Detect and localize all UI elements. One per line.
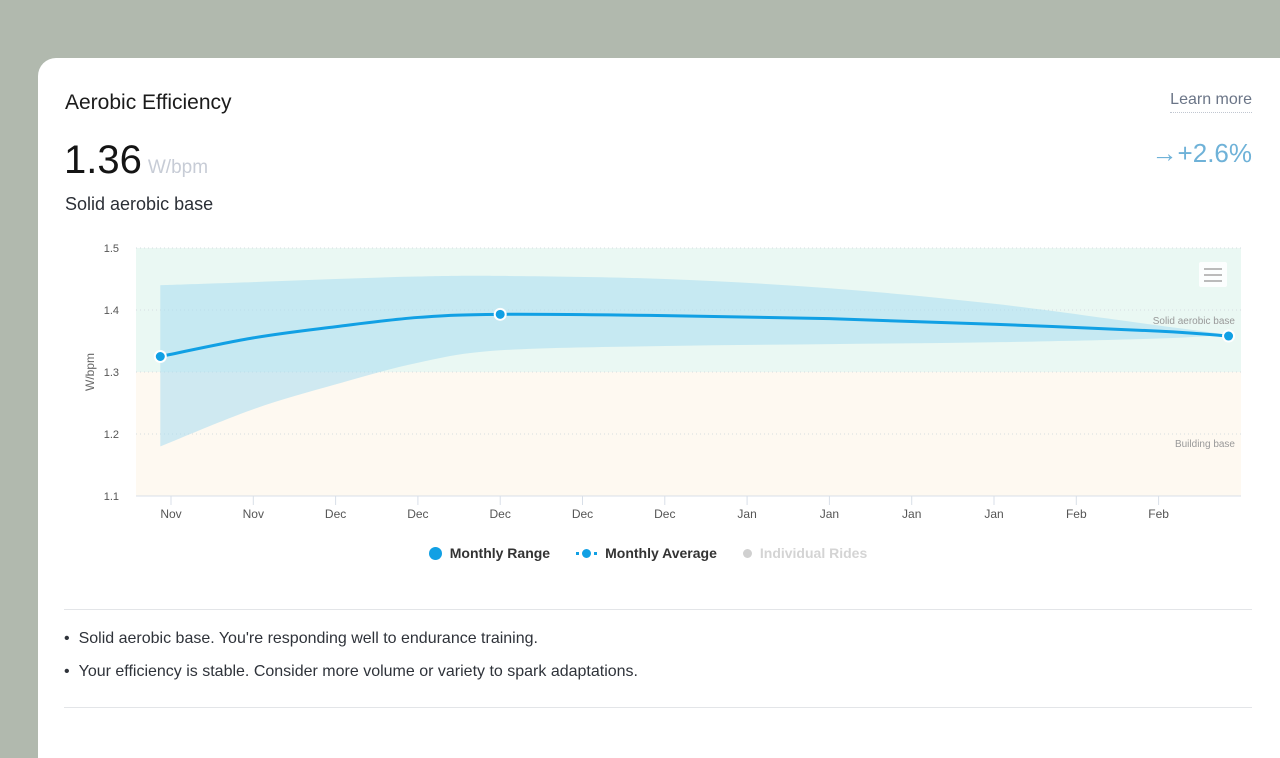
arrow-right-icon: → <box>1151 138 1178 168</box>
y-tick-label: 1.3 <box>104 367 119 379</box>
x-tick-label: Nov <box>160 507 181 521</box>
y-tick-label: 1.4 <box>104 305 119 317</box>
efficiency-chart: Solid aerobic base Building base 1.1 1.2 1.3… <box>83 243 1241 521</box>
y-tick-label: 1.1 <box>104 491 119 503</box>
chart-legend: Monthly Range Monthly Average Individual… <box>38 545 1258 561</box>
metric-value: 1.36 W/bpm <box>64 138 208 183</box>
change-indicator: →+2.6% <box>1152 138 1252 169</box>
x-tick-label: Feb <box>1066 507 1087 521</box>
insights-list: Solid aerobic base. You're responding we… <box>64 630 638 696</box>
x-tick-label: Dec <box>654 507 675 521</box>
divider <box>64 707 1252 708</box>
y-axis-label: W/bpm <box>83 353 97 391</box>
x-tick-label: Dec <box>490 507 511 521</box>
monthly-range-band <box>160 275 1229 447</box>
x-tick-label: Dec <box>325 507 346 521</box>
x-tick-label: Jan <box>984 507 1003 521</box>
metric-number: 1.36 <box>64 138 142 182</box>
aerobic-efficiency-card: Aerobic Efficiency Learn more 1.36 W/bpm … <box>38 58 1280 758</box>
x-tick-label: Dec <box>572 507 593 521</box>
metric-unit: W/bpm <box>147 157 209 178</box>
monthly-average-line <box>160 312 1229 358</box>
insight-item: Solid aerobic base. You're responding we… <box>64 630 638 648</box>
x-tick-label: Dec <box>407 507 428 521</box>
y-tick-label: 1.5 <box>104 243 119 255</box>
divider <box>64 609 1252 610</box>
legend-individual-rides[interactable]: Individual Rides <box>742 545 868 561</box>
chart-menu-button[interactable] <box>1199 262 1227 287</box>
average-point <box>493 307 507 321</box>
legend-label: Monthly Average <box>605 545 717 561</box>
insight-item: Your efficiency is stable. Consider more… <box>64 663 638 681</box>
status-text: Solid aerobic base <box>65 194 214 214</box>
rides-dot-icon <box>742 548 752 558</box>
range-dot-icon <box>428 546 442 560</box>
legend-monthly-average[interactable]: Monthly Average <box>576 545 717 561</box>
x-tick-label: Jan <box>902 507 921 521</box>
average-point <box>1222 329 1236 343</box>
zone-label: Solid aerobic base <box>1153 316 1236 327</box>
y-tick-label: 1.2 <box>104 429 119 441</box>
x-tick-label: Feb <box>1148 507 1169 521</box>
card-title: Aerobic Efficiency <box>65 91 232 114</box>
menu-icon <box>1204 268 1222 282</box>
zone-label: Building base <box>1175 439 1235 450</box>
learn-more-link[interactable]: Learn more <box>1170 91 1252 113</box>
x-tick-label: Jan <box>737 507 756 521</box>
line-marker-icon <box>576 547 598 559</box>
legend-label: Monthly Range <box>449 545 551 561</box>
x-tick-label: Jan <box>820 507 839 521</box>
legend-label: Individual Rides <box>759 545 868 561</box>
legend-monthly-range[interactable]: Monthly Range <box>428 545 551 561</box>
average-point <box>153 350 167 363</box>
x-tick-label: Nov <box>243 507 264 521</box>
change-value: +2.6% <box>1177 138 1252 168</box>
